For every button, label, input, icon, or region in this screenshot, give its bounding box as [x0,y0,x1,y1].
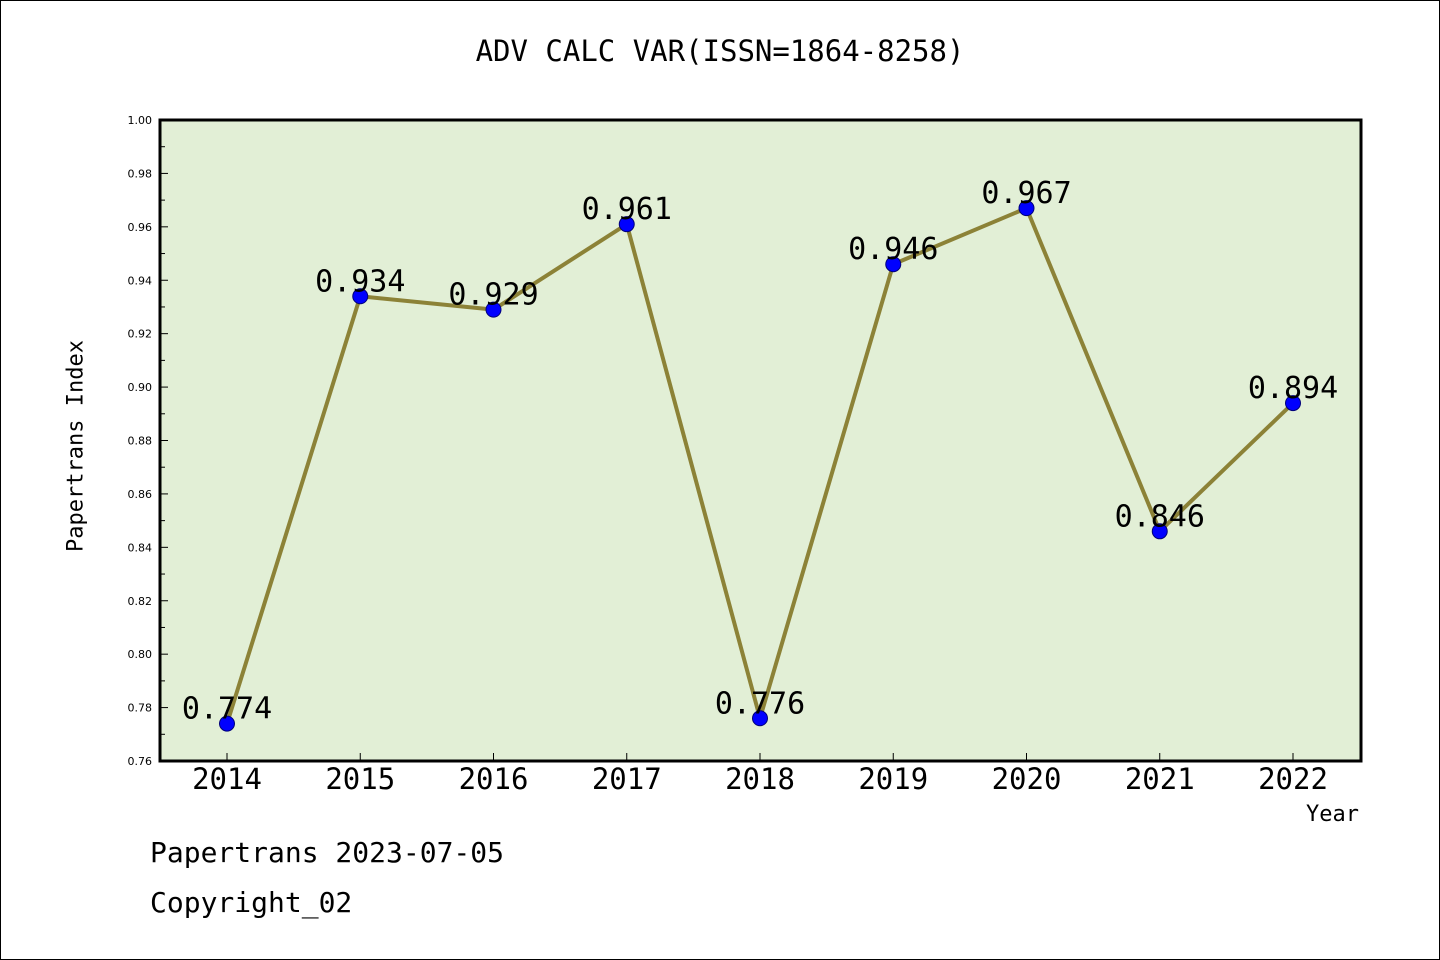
y-tick-label: 0.80 [128,648,153,661]
x-tick-label: 2014 [192,762,262,796]
chart-title: ADV CALC VAR(ISSN=1864-8258) [475,34,965,68]
y-tick-label: 0.76 [128,755,153,768]
data-point [1285,395,1301,412]
y-tick-label: 0.98 [128,167,153,180]
y-tick-label: 0.96 [128,221,153,234]
x-axis: 2014 2015 2016 2017 2018 2019 2020 2021 2022 [192,753,1328,796]
data-label: 0.946 [848,232,938,267]
data-label: 0.929 [448,278,538,313]
x-tick-label: 2021 [1125,762,1195,796]
data-label: 0.934 [315,264,405,299]
plot-border [158,118,1363,763]
data-point [885,256,902,273]
x-tick-label: 2017 [592,762,662,796]
data-point [1151,523,1168,540]
y-tick-label: 0.94 [128,274,153,287]
y-tick-label: 0.88 [128,435,153,448]
y-tick-label: 0.78 [128,702,153,715]
data-label: 0.894 [1248,371,1338,406]
data-labels: 0.774 0.934 0.929 0.961 0.776 0.946 0.967 0.846… [182,176,1338,726]
x-tick-label: 2018 [725,762,795,796]
data-label: 0.776 [715,686,805,721]
plot-area [160,120,1361,761]
data-point [1018,200,1035,217]
data-points [219,200,1301,732]
data-point [618,216,635,233]
data-point [219,715,235,732]
data-label: 0.961 [582,192,672,227]
x-tick-label: 2015 [325,762,395,796]
x-tick-label: 2022 [1258,762,1328,796]
data-point [485,301,502,318]
y-axis: 0.76 0.78 0.80 0.82 0.84 0.86 0.88 0.90 0.92 0.94… [128,114,168,768]
y-tick-label: 0.86 [128,488,153,501]
y-tick-label: 0.92 [128,328,153,341]
footer-date: Papertrans 2023-07-05 [150,836,505,869]
x-tick-label: 2016 [459,762,529,796]
y-tick-label: 0.84 [128,541,153,554]
data-label: 0.774 [182,692,272,727]
data-label: 0.967 [981,176,1071,211]
x-tick-label: 2020 [992,762,1062,796]
y-tick-label: 0.82 [128,595,153,608]
data-point [352,288,369,305]
y-tick-label: 0.90 [128,381,153,394]
data-label: 0.846 [1115,499,1205,534]
footer-copyright: Copyright_02 [150,886,353,919]
data-point [752,710,768,727]
x-tick-label: 2019 [858,762,928,796]
y-tick-label: 1.00 [128,114,153,127]
x-axis-label: Year [1306,802,1359,827]
